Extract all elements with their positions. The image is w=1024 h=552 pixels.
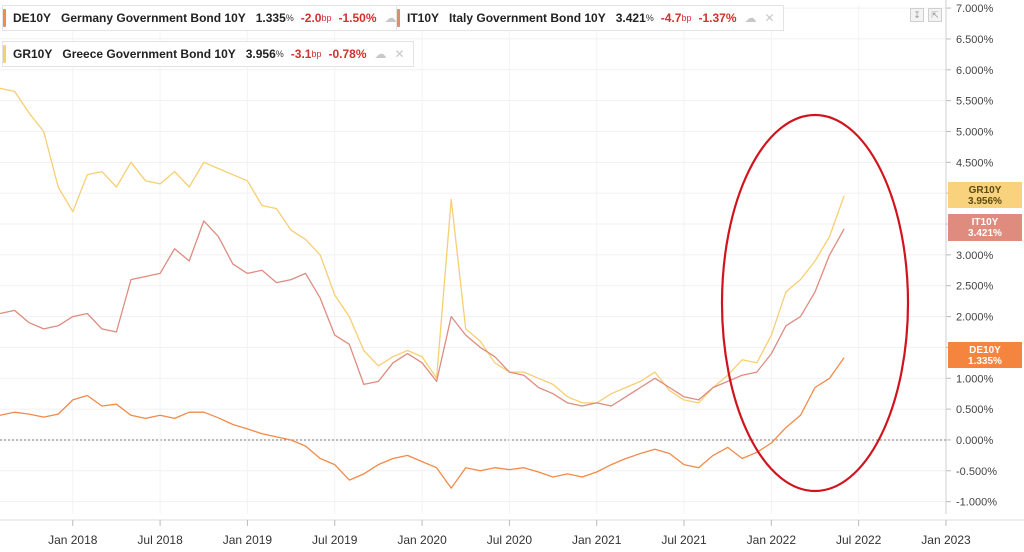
- price-tag-box: [948, 214, 1022, 241]
- series-line-gr10y: [0, 87, 845, 404]
- download-icon[interactable]: ↧: [910, 8, 924, 22]
- x-tick-label: Jul 2022: [836, 533, 882, 547]
- legend-color-bar: [397, 9, 400, 27]
- annotation-layer: [720, 113, 910, 493]
- y-tick-label: -1.000%: [956, 497, 997, 509]
- legend-unit: %: [645, 13, 654, 23]
- x-tick-label: Jan 2018: [48, 533, 98, 547]
- price-tag-box: [948, 182, 1022, 208]
- share-icon[interactable]: ☁: [374, 47, 387, 61]
- legend-symbol: IT10Y: [407, 11, 440, 25]
- legend-de10y[interactable]: DE10Y Germany Government Bond 10Y 1.335%…: [2, 5, 424, 31]
- legend-symbol: GR10Y: [13, 47, 53, 61]
- chart-tools: ↧ ⇱: [910, 8, 942, 22]
- y-tick-label: 0.500%: [956, 404, 994, 416]
- price-tag-symbol: GR10Y: [969, 185, 1002, 196]
- legend-color-bar: [3, 45, 6, 63]
- close-icon[interactable]: ✕: [394, 47, 405, 61]
- series-lines: [0, 87, 845, 489]
- y-tick-label: 6.500%: [956, 34, 994, 46]
- legend-value: 1.335: [255, 11, 286, 25]
- x-tick-label: Jan 2020: [397, 533, 447, 547]
- y-tick-label: 3.000%: [956, 250, 994, 262]
- price-tag-symbol: DE10Y: [969, 345, 1001, 356]
- x-tick-label: Jul 2021: [661, 533, 707, 547]
- highlight-ellipse: [720, 113, 910, 493]
- series-line-it10y: [0, 220, 845, 407]
- legend-change-pct: -1.37%: [698, 11, 737, 25]
- legend-change-bp: -3.1: [290, 47, 312, 61]
- legend-change-bp: -2.0: [300, 11, 322, 25]
- price-tag-value: 3.956%: [968, 196, 1002, 207]
- share-icon[interactable]: ☁: [384, 11, 397, 25]
- legend-name: Greece Government Bond 10Y: [62, 47, 236, 61]
- expand-icon[interactable]: ⇱: [928, 8, 942, 22]
- legend-bp-unit: bp: [311, 49, 322, 59]
- y-tick-label: 6.000%: [956, 65, 994, 77]
- y-tick-label: 5.500%: [956, 96, 994, 108]
- x-tick-label: Jan 2022: [747, 533, 797, 547]
- legend-change-pct: -1.50%: [338, 11, 377, 25]
- legend-color-bar: [3, 9, 6, 27]
- legend-change-bp: -4.7: [660, 11, 682, 25]
- x-tick-label: Jan 2021: [572, 533, 622, 547]
- share-icon[interactable]: ☁: [744, 11, 757, 25]
- x-tick-label: Jul 2020: [487, 533, 533, 547]
- legend-gr10y[interactable]: GR10Y Greece Government Bond 10Y 3.956% …: [2, 41, 414, 67]
- y-tick-label: 2.500%: [956, 281, 994, 293]
- legend-unit: %: [285, 13, 294, 23]
- price-tag-value: 1.335%: [968, 356, 1002, 367]
- y-tick-label: 2.000%: [956, 312, 994, 324]
- legend-it10y[interactable]: IT10Y Italy Government Bond 10Y 3.421% -…: [396, 5, 784, 31]
- legend-value: 3.421: [615, 11, 646, 25]
- x-tick-label: Jan 2023: [921, 533, 971, 547]
- y-tick-label: 5.000%: [956, 126, 994, 138]
- x-tick-label: Jan 2019: [223, 533, 273, 547]
- price-tag-value: 3.421%: [968, 228, 1002, 239]
- price-tag-symbol: IT10Y: [972, 217, 999, 228]
- y-tick-label: 0.000%: [956, 435, 994, 447]
- x-tick-label: Jul 2019: [312, 533, 358, 547]
- series-line-de10y: [0, 357, 845, 489]
- price-tag-box: [948, 342, 1022, 368]
- legend-name: Germany Government Bond 10Y: [61, 11, 246, 25]
- y-tick-label: 7.000%: [956, 3, 994, 15]
- y-tick-label: 1.000%: [956, 373, 994, 385]
- legend-change-pct: -0.78%: [328, 47, 367, 61]
- legend-bp-unit: bp: [321, 13, 332, 23]
- close-icon[interactable]: ✕: [764, 11, 775, 25]
- legend-value: 3.956: [245, 47, 276, 61]
- legend-unit: %: [275, 49, 284, 59]
- legend-name: Italy Government Bond 10Y: [449, 11, 606, 25]
- y-tick-label: -0.500%: [956, 466, 997, 478]
- legend-bp-unit: bp: [681, 13, 692, 23]
- y-tick-label: 4.500%: [956, 157, 994, 169]
- legend-symbol: DE10Y: [13, 11, 52, 25]
- x-axis: Jan 2018 Jul 2018 Jan 2019 Jul 2019 Jan 2020…: [0, 519, 1024, 547]
- x-tick-label: Jul 2018: [137, 533, 183, 547]
